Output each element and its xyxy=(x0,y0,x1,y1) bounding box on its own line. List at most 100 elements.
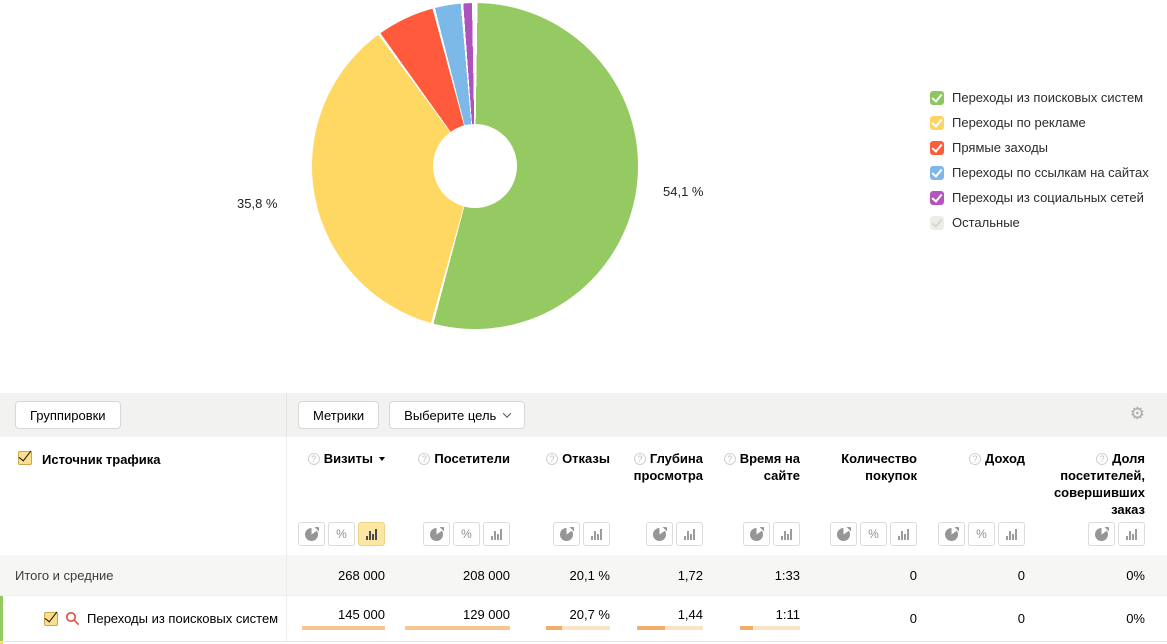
percent-view-button[interactable]: % xyxy=(968,522,995,546)
legend-item-others[interactable]: Остальные xyxy=(930,210,1149,235)
cell-visits: 145 000 xyxy=(287,596,390,641)
cell-time: 1:11 xyxy=(708,596,805,641)
bar-chart-icon xyxy=(1126,528,1137,540)
totals-depth: 1,72 xyxy=(677,567,703,583)
value-bar xyxy=(740,626,800,630)
groupings-button[interactable]: Группировки xyxy=(15,401,121,429)
totals-label: Итого и средние xyxy=(0,555,287,595)
legend-item-ads[interactable]: Переходы по рекламе xyxy=(930,110,1149,135)
legend-label: Переходы из поисковых систем xyxy=(952,90,1144,105)
pie-view-button[interactable] xyxy=(646,522,673,546)
help-icon[interactable] xyxy=(418,453,431,465)
help-icon[interactable] xyxy=(1096,453,1109,465)
cell-buyer-share: 0% xyxy=(1126,611,1145,626)
column-header-visitors: Посетители % xyxy=(390,437,515,555)
table-row-search-traffic: Переходы из поисковых систем 145 000 129… xyxy=(0,595,1167,641)
value-bar xyxy=(405,626,510,630)
bars-view-button[interactable] xyxy=(676,522,703,546)
row-label: Переходы из поисковых систем xyxy=(87,611,279,626)
bars-view-button[interactable] xyxy=(358,522,385,546)
display-toggles-buyer-share xyxy=(1085,522,1145,546)
bars-view-button[interactable] xyxy=(773,522,800,546)
pie-view-button[interactable] xyxy=(743,522,770,546)
row-checkbox[interactable] xyxy=(44,611,58,626)
help-icon[interactable] xyxy=(307,453,320,465)
display-toggles-time xyxy=(740,522,800,546)
chart-legend: Переходы из поисковых систем Переходы по… xyxy=(930,85,1149,235)
percent-view-button[interactable]: % xyxy=(453,522,480,546)
percent-view-button[interactable]: % xyxy=(860,522,887,546)
legend-checkbox-icon[interactable] xyxy=(930,140,944,155)
display-toggles-purchases: % xyxy=(827,522,917,546)
help-icon[interactable] xyxy=(633,453,646,465)
bars-view-button[interactable] xyxy=(890,522,917,546)
help-icon[interactable] xyxy=(969,453,982,465)
column-header-time-on-site: Время на сайте xyxy=(708,437,805,555)
legend-label: Переходы по рекламе xyxy=(952,115,1086,130)
totals-purchases: 0 xyxy=(909,567,917,583)
metrics-button[interactable]: Метрики xyxy=(298,401,380,429)
column-header-revenue: Доход % xyxy=(922,437,1030,555)
pie-view-button[interactable] xyxy=(553,522,580,546)
cell-depth: 1,44 xyxy=(615,596,708,641)
donut-chart[interactable] xyxy=(312,3,638,329)
select-goal-button[interactable]: Выберите цель xyxy=(389,401,526,429)
pie-icon xyxy=(837,527,850,541)
select-all-checkbox[interactable] xyxy=(18,451,32,465)
pie-view-button[interactable] xyxy=(938,522,965,546)
display-toggles-revenue: % xyxy=(935,522,1025,546)
row-label-cell[interactable]: Переходы из поисковых систем xyxy=(0,596,287,641)
display-toggles-visits: % xyxy=(295,522,385,546)
bar-chart-icon xyxy=(684,528,695,540)
bar-chart-icon xyxy=(1006,528,1017,540)
legend-item-direct[interactable]: Прямые заходы xyxy=(930,135,1149,160)
bars-view-button[interactable] xyxy=(583,522,610,546)
totals-visits: 268 000 xyxy=(338,567,385,583)
row-color-marker xyxy=(0,596,3,641)
legend-label: Остальные xyxy=(952,215,1020,230)
pie-icon xyxy=(305,527,318,541)
drilldown-magnifier-icon[interactable] xyxy=(65,611,80,626)
table-toolbar: Группировки Метрики Выберите цель ⚙ xyxy=(0,393,1167,437)
legend-checkbox-icon[interactable] xyxy=(930,165,944,180)
pie-icon xyxy=(653,527,666,541)
pie-icon xyxy=(945,527,958,541)
help-icon[interactable] xyxy=(723,453,736,465)
legend-checkbox-icon[interactable] xyxy=(930,90,944,105)
pie-view-button[interactable] xyxy=(298,522,325,546)
bars-view-button[interactable] xyxy=(1118,522,1145,546)
legend-label: Переходы из социальных сетей xyxy=(952,190,1144,205)
pie-view-button[interactable] xyxy=(1088,522,1115,546)
dimension-header: Источник трафика xyxy=(42,452,161,467)
pie-icon xyxy=(750,527,763,541)
bar-chart-icon xyxy=(781,528,792,540)
cell-bounces: 20,7 % xyxy=(515,596,615,641)
settings-gear-icon[interactable]: ⚙ xyxy=(1129,404,1145,423)
bar-chart-icon xyxy=(491,528,502,540)
legend-checkbox-icon[interactable] xyxy=(930,115,944,130)
percent-view-button[interactable]: % xyxy=(328,522,355,546)
bars-view-button[interactable] xyxy=(483,522,510,546)
bar-chart-icon xyxy=(591,528,602,540)
legend-item-site-links[interactable]: Переходы по ссылкам на сайтах xyxy=(930,160,1149,185)
value-bar xyxy=(302,626,385,630)
legend-label: Прямые заходы xyxy=(952,140,1049,155)
percent-icon: % xyxy=(868,526,879,541)
segment-label-ads: 35,8 % xyxy=(237,196,278,211)
legend-item-social[interactable]: Переходы из социальных сетей xyxy=(930,185,1149,210)
help-icon[interactable] xyxy=(546,453,559,465)
bars-view-button[interactable] xyxy=(998,522,1025,546)
bar-chart-icon xyxy=(898,528,909,540)
sort-desc-icon xyxy=(379,457,385,461)
legend-item-search[interactable]: Переходы из поисковых систем xyxy=(930,85,1149,110)
value-bar xyxy=(637,626,703,630)
traffic-sources-chart-section: 35,8 % 54,1 % Переходы из поисковых сист… xyxy=(0,0,1167,393)
table-header: Источник трафика Визиты % Посетители % О… xyxy=(0,437,1167,555)
pie-view-button[interactable] xyxy=(830,522,857,546)
chevron-down-icon xyxy=(503,409,512,418)
totals-bounces: 20,1 % xyxy=(569,567,610,583)
legend-checkbox-icon[interactable] xyxy=(930,215,944,230)
pie-view-button[interactable] xyxy=(423,522,450,546)
totals-visitors: 208 000 xyxy=(463,567,510,583)
legend-checkbox-icon[interactable] xyxy=(930,190,944,205)
